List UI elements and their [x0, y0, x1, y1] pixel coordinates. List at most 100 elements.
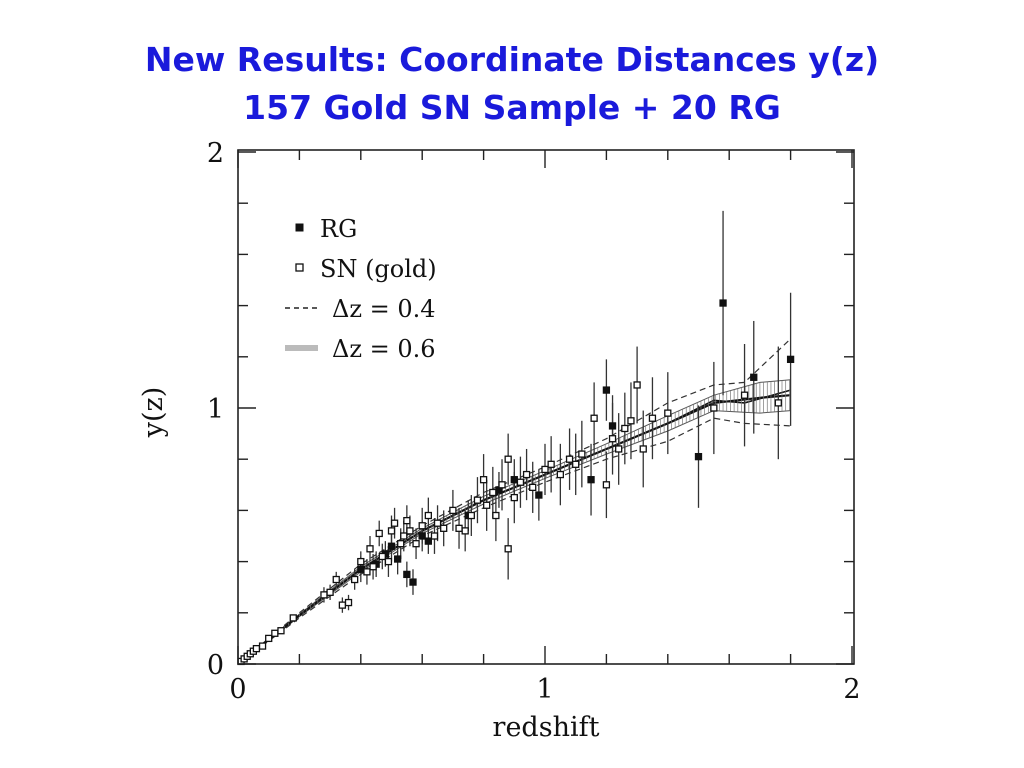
rg-point [409, 578, 417, 586]
sn-point [375, 529, 383, 538]
sn-point [627, 417, 635, 425]
sn-point [602, 481, 611, 489]
sn-point [412, 540, 420, 548]
sn-point [277, 627, 285, 635]
band-lower [237, 417, 791, 665]
sn-point [529, 483, 537, 492]
sn-point [397, 540, 405, 548]
sn-point [516, 478, 525, 486]
sn-point [449, 506, 457, 515]
sn-point [498, 481, 506, 489]
rg-point [750, 373, 758, 381]
sn-point [578, 450, 586, 458]
sn-point [483, 501, 491, 509]
sn-point [467, 511, 475, 520]
sn-point [433, 519, 442, 527]
sn-point [572, 460, 580, 468]
sn-point [648, 414, 657, 422]
sn-point [320, 591, 328, 599]
sn-point [504, 455, 512, 463]
sn-point [565, 455, 574, 463]
sn-point [455, 524, 463, 532]
sn-point [326, 588, 334, 596]
sn-point [615, 445, 623, 453]
rg-point [587, 476, 595, 484]
sn-point [344, 598, 353, 607]
sn-point [504, 545, 512, 553]
sn-point [366, 545, 374, 553]
legend-label: RG [320, 215, 357, 243]
x-tick-label: 2 [843, 674, 860, 705]
sn-point [258, 642, 267, 650]
legend-sn-symbol [295, 263, 304, 272]
band-lower [237, 410, 791, 665]
sn-point [510, 493, 518, 502]
sn-point [390, 519, 399, 527]
rg-point [357, 565, 365, 573]
sn-point [633, 381, 641, 389]
x-axis-label: redshift [493, 712, 600, 743]
rg-point [535, 491, 543, 499]
band-center [237, 394, 791, 665]
sn-point [461, 527, 469, 535]
rg-point [786, 355, 795, 364]
x-tick-label: 0 [229, 674, 246, 705]
rg-point [387, 542, 396, 550]
legend-label: Δz = 0.6 [332, 335, 436, 363]
sn-point [265, 634, 273, 643]
sn-point [430, 532, 439, 540]
sn-point [351, 575, 359, 584]
sn-point [378, 552, 386, 561]
sn-point [332, 575, 340, 584]
rg-point [694, 452, 703, 461]
slide-title-line-2: 157 Gold SN Sample + 20 RG [243, 88, 781, 127]
sn-point [473, 496, 482, 504]
y-tick-label: 0 [207, 650, 224, 681]
sn-point [522, 470, 531, 479]
sn-point [547, 460, 555, 468]
sn-point [338, 601, 347, 609]
rg-point [602, 386, 611, 394]
sn-point [369, 563, 377, 571]
sn-point [608, 435, 617, 443]
sn-point [740, 391, 749, 399]
sn-point [406, 527, 414, 535]
rg-point [719, 299, 727, 307]
sn-point [418, 522, 426, 530]
sn-point [289, 614, 297, 622]
sn-point [774, 399, 782, 407]
x-tick-label: 1 [536, 674, 553, 705]
band-upper [237, 338, 792, 665]
sn-point [590, 414, 598, 422]
data-markers [237, 299, 795, 666]
rg-point [403, 570, 411, 579]
sn-point [664, 409, 672, 417]
sn-point [639, 445, 647, 453]
sn-point [387, 527, 396, 535]
sn-point [479, 476, 488, 484]
sn-point [424, 511, 432, 520]
rg-point [393, 555, 402, 563]
sn-point [489, 488, 497, 497]
legend-label: SN (gold) [320, 255, 437, 283]
sn-point [400, 532, 408, 540]
sn-point [357, 557, 365, 566]
chart-legend: RG SN (gold) Δz = 0.4 Δz = 0.6 [285, 215, 437, 363]
tick-labels: 0 1 2 0 1 2 [207, 138, 861, 705]
sn-point [384, 557, 393, 566]
rg-point [608, 422, 617, 430]
axis-ticks [237, 150, 854, 665]
sn-point [271, 629, 279, 637]
sn-point [621, 424, 629, 433]
y-tick-label: 1 [207, 394, 224, 425]
sn-point [252, 644, 261, 653]
sn-point [403, 516, 411, 525]
y-tick-label: 2 [207, 138, 224, 169]
plot-frame [237, 149, 855, 665]
legend-label: Δz = 0.4 [332, 295, 436, 323]
sn-point [492, 511, 500, 520]
sn-point [710, 404, 718, 412]
band-center [237, 389, 791, 665]
legend-rg-symbol [295, 223, 304, 232]
